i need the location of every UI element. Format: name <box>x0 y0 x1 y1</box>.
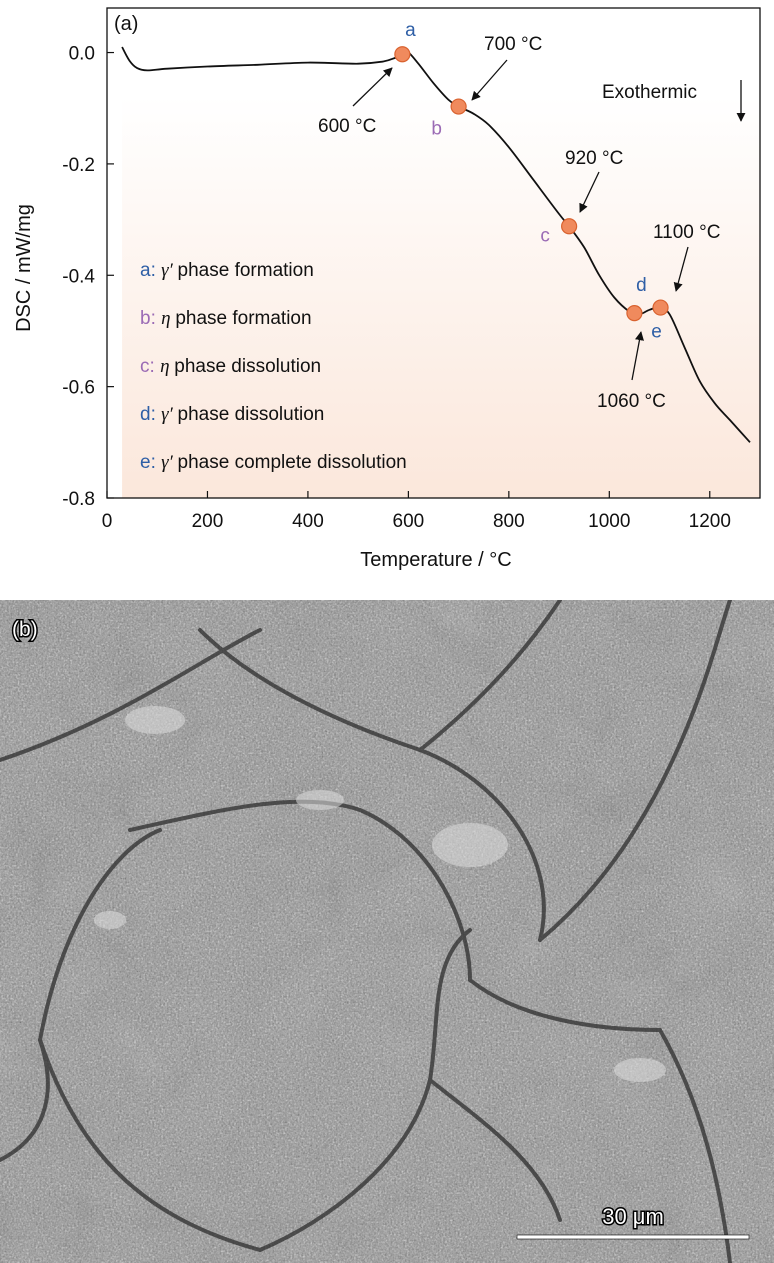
exothermic-label: Exothermic <box>602 82 697 103</box>
grain-boundaries <box>0 600 732 1263</box>
temperature-label: 1060 °C <box>597 391 666 412</box>
phase-marker-b <box>450 98 467 115</box>
phase-marker-c <box>561 218 578 235</box>
legend-letter: a: <box>140 260 161 281</box>
marker-letter-a: a <box>405 20 416 41</box>
marker-letter-c: c <box>540 225 550 246</box>
legend-description: phase complete dissolution <box>178 452 407 473</box>
phase-marker-d <box>626 305 643 322</box>
marker-letter-e: e <box>651 322 662 343</box>
phase-marker-a <box>394 46 411 63</box>
legend-description: phase formation <box>178 260 314 281</box>
temperature-annotations: 600 °C 700 °C 920 °C 1060 °C 1100 °C <box>318 34 720 412</box>
temperature-label: 700 °C <box>484 34 542 55</box>
temperature-label: 600 °C <box>318 116 376 137</box>
legend-description: phase formation <box>175 308 311 329</box>
dsc-chart: 0 200 400 600 800 1000 1200 0.0 -0.2 -0.4 -0.6 -0.… <box>13 7 761 571</box>
y-tick-label: -0.2 <box>62 155 95 176</box>
legend-phase-symbol: η <box>161 308 175 329</box>
y-tick-label: 0.0 <box>69 44 95 65</box>
annotation-arrow <box>579 171 600 213</box>
scale-bar <box>516 1234 750 1240</box>
legend-entry: e: γ′ phase complete dissolution <box>140 452 407 473</box>
phase-markers: a b c d e <box>394 20 669 343</box>
y-axis-ticks: 0.0 -0.2 -0.4 -0.6 -0.8 <box>62 44 114 510</box>
x-axis-ticks: 0 200 400 600 800 1000 1200 <box>102 491 731 532</box>
marker-letter-d: d <box>636 275 647 296</box>
phase-marker-e <box>652 299 669 316</box>
x-tick-label: 1200 <box>689 511 731 532</box>
panel-label-a: (a) <box>114 13 138 35</box>
legend-entry: b: η phase formation <box>140 308 312 329</box>
plot-background <box>122 8 761 498</box>
legend-entry: d: γ′ phase dissolution <box>140 404 324 425</box>
legend-description: phase dissolution <box>174 356 321 377</box>
x-tick-label: 0 <box>102 511 113 532</box>
annotation-arrow <box>631 331 644 381</box>
legend-entry: a: γ′ phase formation <box>140 260 314 281</box>
x-tick-label: 600 <box>393 511 425 532</box>
panel-label-b: (b) <box>12 618 38 641</box>
legend-phase-symbol: γ′ <box>161 452 177 473</box>
annotation-arrow <box>471 59 508 101</box>
sem-micrograph: (b) 30 μm <box>0 600 774 1263</box>
legend-letter: b: <box>140 308 161 329</box>
legend-phase-symbol: γ′ <box>161 260 177 281</box>
x-tick-label: 200 <box>192 511 224 532</box>
marker-letter-b: b <box>431 119 442 140</box>
plot-frame <box>106 7 761 499</box>
annotation-arrow <box>352 67 393 107</box>
x-tick-label: 1000 <box>588 511 630 532</box>
x-axis-title: Temperature / °C <box>360 549 511 571</box>
scale-bar-label: 30 μm <box>602 1204 664 1229</box>
y-tick-label: -0.6 <box>62 378 95 399</box>
legend-letter: d: <box>140 404 161 425</box>
y-axis-title: DSC / mW/mg <box>13 204 35 332</box>
annotation-arrow <box>673 246 689 292</box>
x-tick-label: 800 <box>493 511 525 532</box>
legend-description: phase dissolution <box>178 404 325 425</box>
legend-letter: c: <box>140 356 160 377</box>
legend-phase-symbol: γ′ <box>161 404 177 425</box>
temperature-label: 920 °C <box>565 148 623 169</box>
legend-phase-symbol: η <box>160 356 174 377</box>
x-tick-label: 400 <box>292 511 324 532</box>
intergranular-phases <box>94 706 666 1082</box>
y-tick-label: -0.4 <box>62 266 95 287</box>
micrograph-grain-variation <box>0 600 774 1263</box>
legend-letter: e: <box>140 452 161 473</box>
legend-entry: c: η phase dissolution <box>140 356 321 377</box>
temperature-label: 1100 °C <box>653 222 720 243</box>
y-tick-label: -0.8 <box>62 489 95 510</box>
